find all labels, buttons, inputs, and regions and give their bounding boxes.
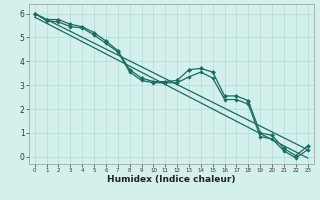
X-axis label: Humidex (Indice chaleur): Humidex (Indice chaleur) (107, 175, 236, 184)
